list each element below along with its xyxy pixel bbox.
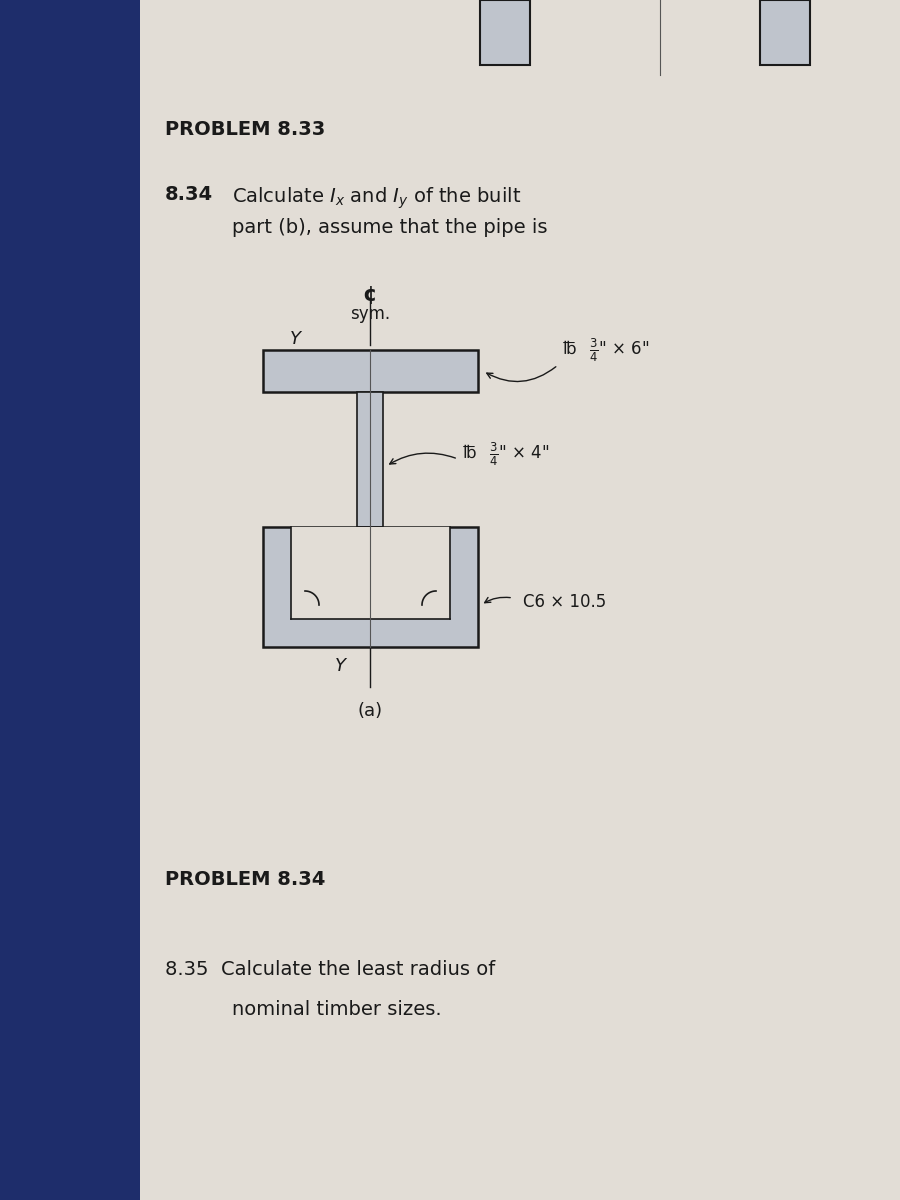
Text: ℔: ℔ bbox=[563, 340, 577, 358]
Bar bbox=[760, 0, 810, 65]
Text: sym.: sym. bbox=[350, 305, 390, 323]
Text: $\frac{3}{4}$" × 6": $\frac{3}{4}$" × 6" bbox=[589, 337, 649, 365]
Bar bbox=[0, 0, 140, 1200]
Bar bbox=[357, 392, 383, 527]
Bar bbox=[263, 527, 478, 647]
Bar bbox=[480, 0, 530, 65]
Text: Calculate $I_x$ and $I_y$ of the built: Calculate $I_x$ and $I_y$ of the built bbox=[232, 185, 521, 210]
Text: part (b), assume that the pipe is: part (b), assume that the pipe is bbox=[232, 218, 547, 236]
Text: (a): (a) bbox=[357, 702, 382, 720]
Text: $\frac{3}{4}$" × 4": $\frac{3}{4}$" × 4" bbox=[489, 440, 549, 468]
Text: ¢: ¢ bbox=[363, 284, 377, 305]
Text: Y: Y bbox=[335, 658, 346, 674]
Text: 8.35  Calculate the least radius of: 8.35 Calculate the least radius of bbox=[165, 960, 495, 979]
Text: C6 × 10.5: C6 × 10.5 bbox=[523, 593, 607, 611]
Bar bbox=[291, 527, 450, 619]
Text: PROBLEM 8.34: PROBLEM 8.34 bbox=[165, 870, 326, 889]
Text: nominal timber sizes.: nominal timber sizes. bbox=[232, 1000, 442, 1019]
Text: 8.34: 8.34 bbox=[165, 185, 213, 204]
Text: PROBLEM 8.33: PROBLEM 8.33 bbox=[165, 120, 325, 139]
Text: ℔: ℔ bbox=[463, 444, 477, 462]
Text: Y: Y bbox=[290, 330, 301, 348]
Bar bbox=[263, 350, 478, 392]
